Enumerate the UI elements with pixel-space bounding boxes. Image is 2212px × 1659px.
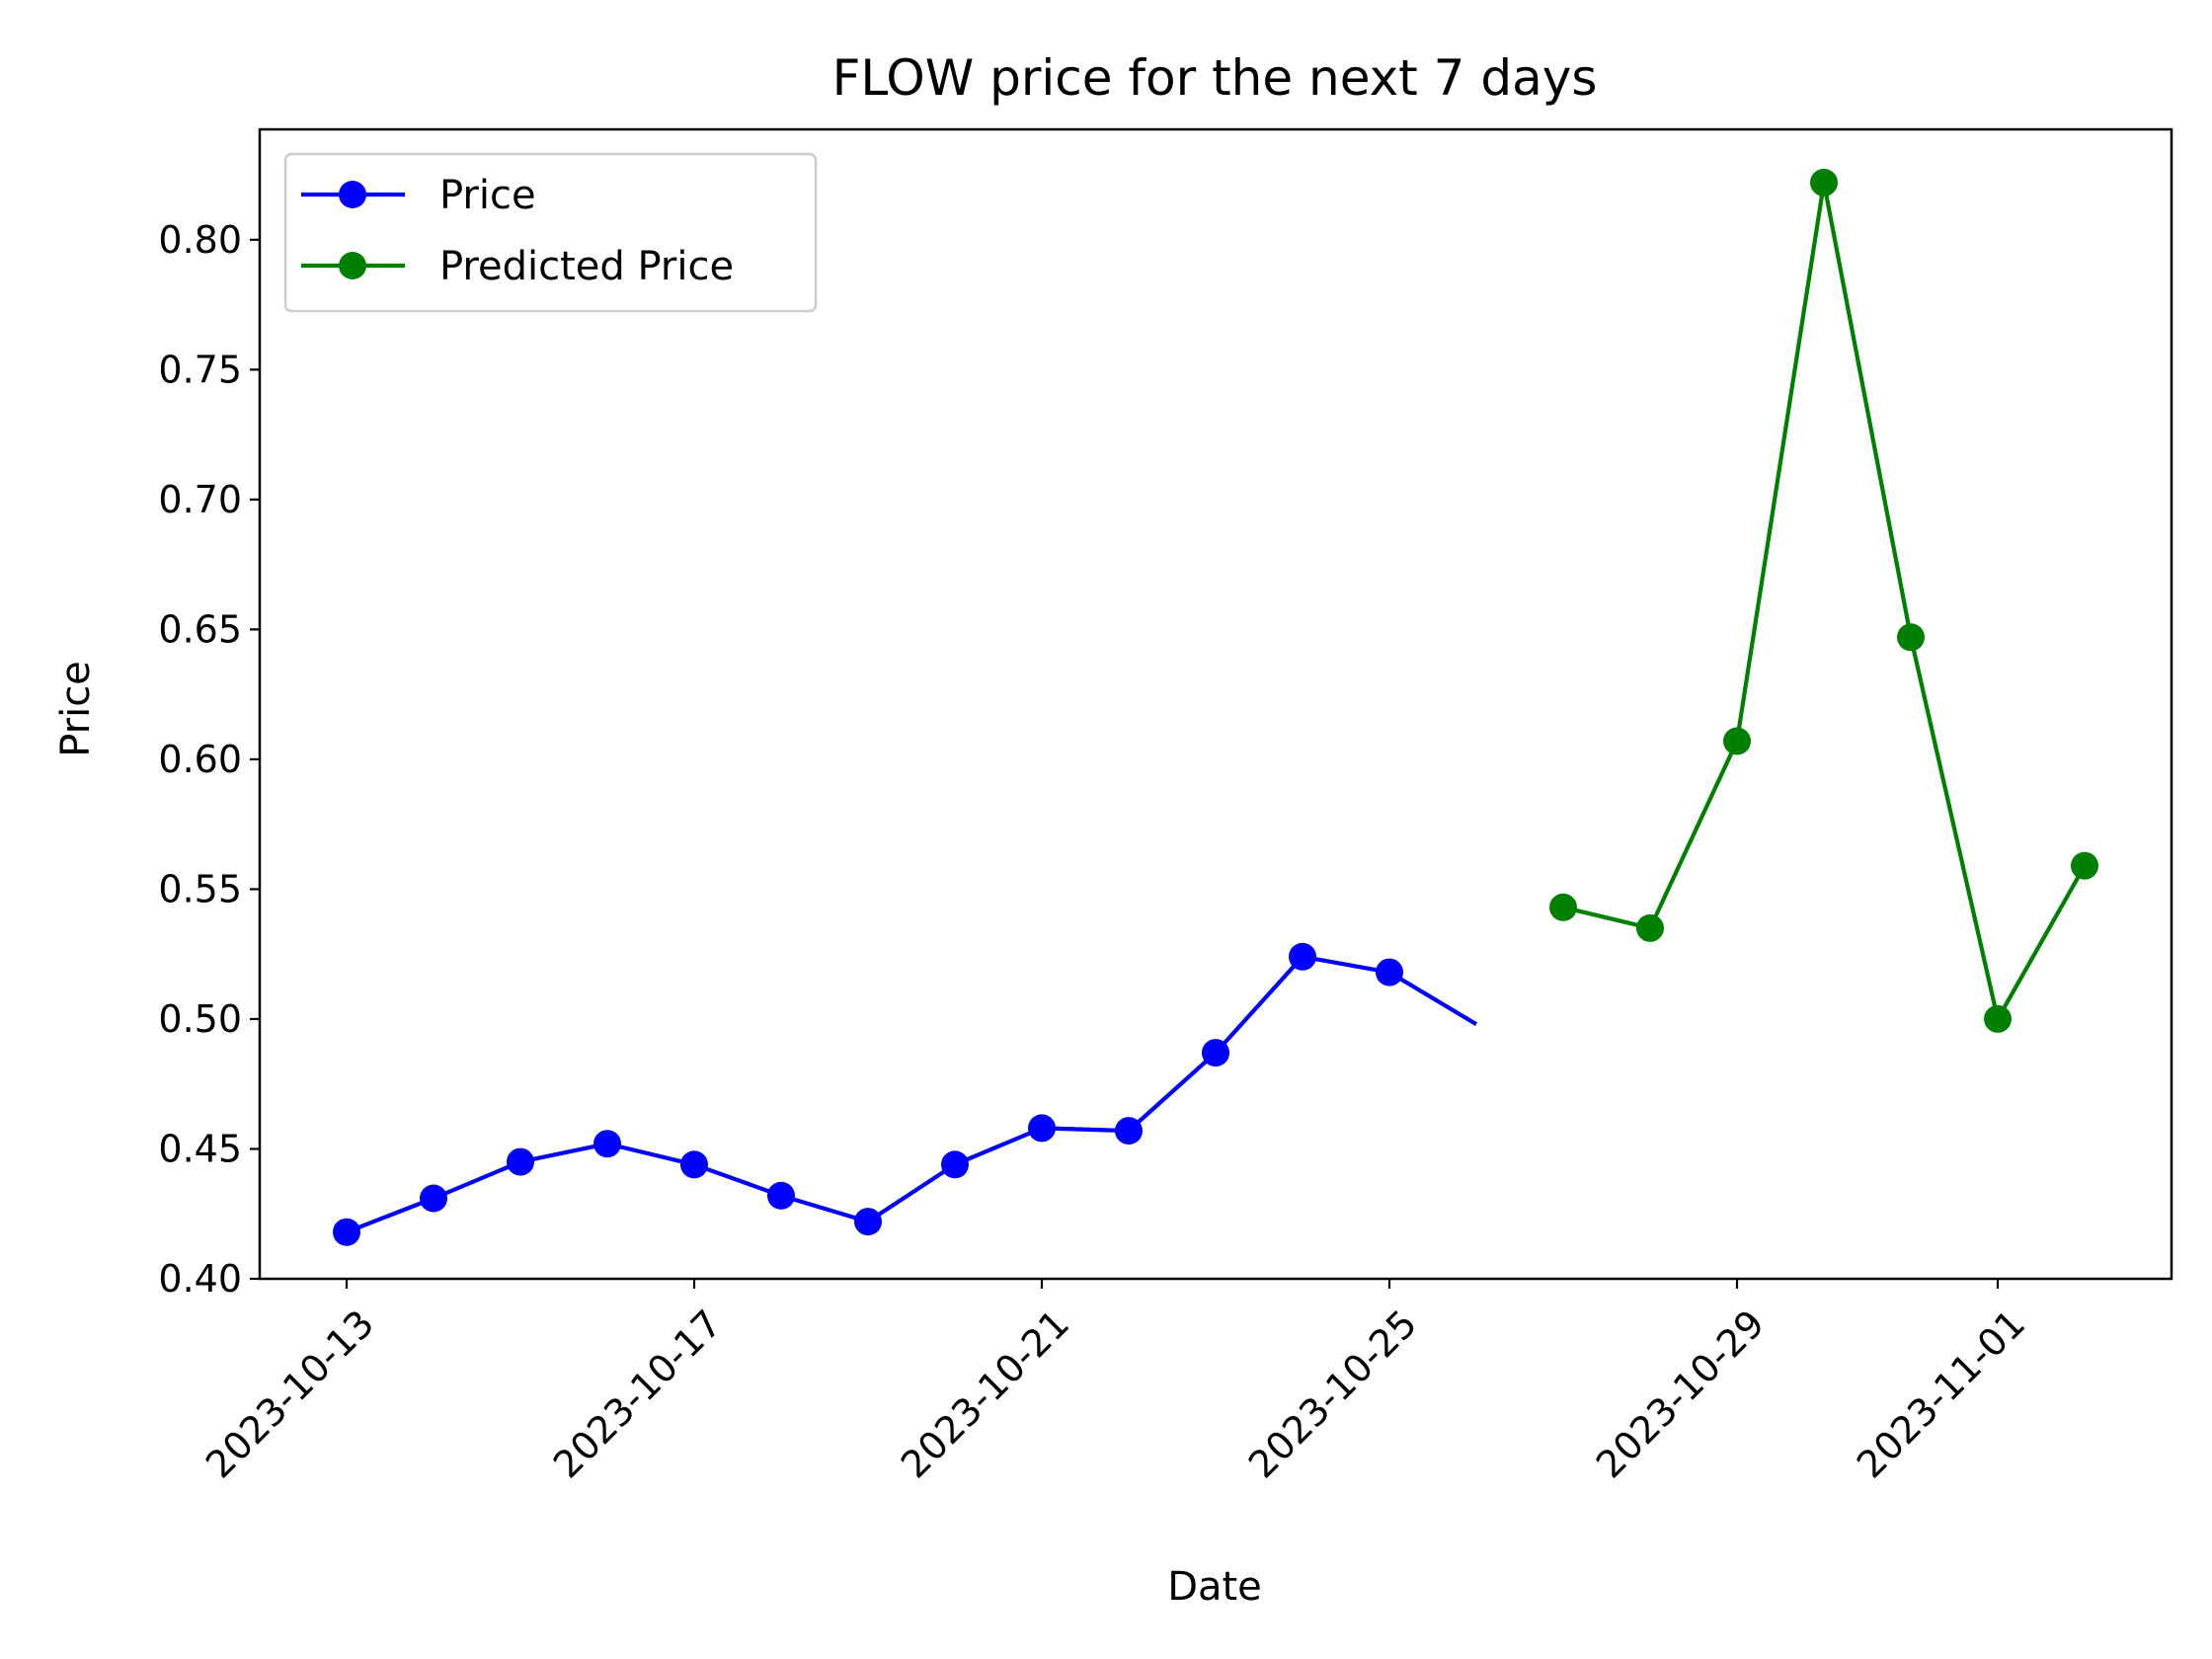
- data-point: [1376, 958, 1403, 987]
- plot-area-frame: [258, 127, 2173, 1281]
- y-tick-label: 0.60: [158, 738, 242, 781]
- data-point: [767, 1181, 795, 1210]
- data-point: [333, 1218, 360, 1246]
- x-axis-label: Date: [1167, 1564, 1262, 1610]
- y-tick-label: 0.65: [158, 607, 242, 651]
- series-layer: [333, 168, 2098, 1246]
- legend-box: [283, 152, 818, 313]
- y-axis-label: Price: [53, 661, 99, 757]
- y-tick-label: 0.50: [158, 997, 242, 1041]
- y-tick-label: 0.55: [158, 867, 242, 910]
- data-point: [1549, 893, 1577, 921]
- y-tick-label: 0.75: [158, 348, 242, 391]
- data-point: [1636, 913, 1664, 942]
- y-tick-label: 0.45: [158, 1127, 242, 1170]
- data-point: [1028, 1114, 1056, 1143]
- series-line: [346, 954, 1478, 1234]
- legend-marker: [339, 252, 366, 279]
- data-point: [1723, 727, 1751, 755]
- y-tick-label: 0.40: [158, 1257, 242, 1301]
- data-point: [1810, 168, 1838, 197]
- data-point: [1289, 942, 1316, 971]
- data-point: [1115, 1117, 1143, 1146]
- data-point: [854, 1208, 882, 1236]
- legend: Price Predicted Price: [283, 152, 818, 313]
- legend-label: Price: [439, 173, 536, 218]
- legend-marker: [339, 181, 366, 208]
- series-0: [333, 942, 1478, 1246]
- y-tick-label: 0.80: [158, 218, 242, 262]
- data-point: [593, 1130, 621, 1158]
- chart-title: FLOW price for the next 7 days: [832, 49, 1598, 107]
- data-point: [1897, 623, 1925, 652]
- data-point: [2071, 851, 2098, 880]
- y-tick-label: 0.70: [158, 478, 242, 521]
- data-point: [1984, 1004, 2012, 1033]
- data-point: [941, 1150, 969, 1179]
- legend-label: Predicted Price: [439, 244, 734, 289]
- data-point: [420, 1184, 447, 1213]
- data-point: [507, 1147, 534, 1176]
- data-point: [1202, 1039, 1229, 1067]
- legend-entry: Predicted Price: [301, 244, 734, 289]
- legend-entry: Price: [301, 173, 536, 218]
- series-1: [1549, 168, 2098, 1033]
- data-point: [680, 1150, 708, 1179]
